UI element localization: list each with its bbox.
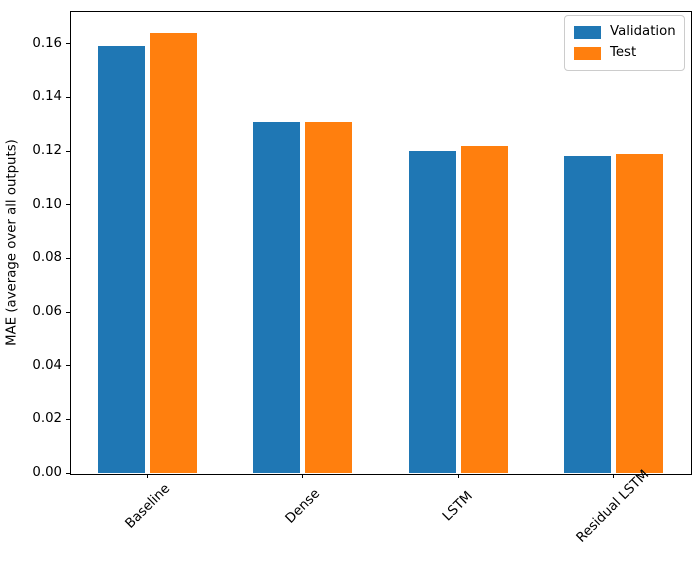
bar-test-dense [305,122,353,473]
x-tick-mark [612,474,614,478]
y-tick-mark [66,365,70,367]
y-tick-mark [66,96,70,98]
y-tick-mark [66,472,70,474]
y-tick-label: 0.14 [32,89,62,105]
legend-swatch-test [574,47,601,60]
y-tick-label: 0.08 [32,250,62,266]
x-tick-mark [302,474,304,478]
legend-item-test: Test [565,43,684,63]
legend-swatch-validation [574,26,601,39]
y-tick-mark [66,204,70,206]
bar-test-lstm [460,146,508,473]
y-tick-mark [66,418,70,420]
legend: Validation Test [564,15,685,71]
y-tick-label: 0.10 [32,196,62,212]
y-tick-mark [66,43,70,45]
y-axis-title: MAE (average over all outputs) [4,139,20,346]
bar-validation-lstm [408,151,456,473]
y-tick-label: 0.12 [32,143,62,159]
legend-label-test: Test [610,45,637,60]
bar-validation-dense [253,122,301,473]
bar-test-baseline [150,33,198,473]
bar-test-residual-lstm [615,154,663,473]
legend-label-validation: Validation [610,24,676,39]
y-tick-label: 0.16 [32,35,62,51]
x-tick-mark [147,474,149,478]
y-tick-label: 0.00 [32,465,62,480]
y-tick-mark [66,150,70,152]
y-tick-mark [66,311,70,313]
bar-validation-residual-lstm [563,156,611,473]
bar-validation-baseline [98,46,146,473]
y-tick-mark [66,257,70,259]
y-tick-label: 0.06 [32,304,62,320]
y-tick-label: 0.04 [32,357,62,373]
legend-item-validation: Validation [565,22,684,42]
x-tick-mark [457,474,459,478]
y-tick-label: 0.02 [32,411,62,427]
